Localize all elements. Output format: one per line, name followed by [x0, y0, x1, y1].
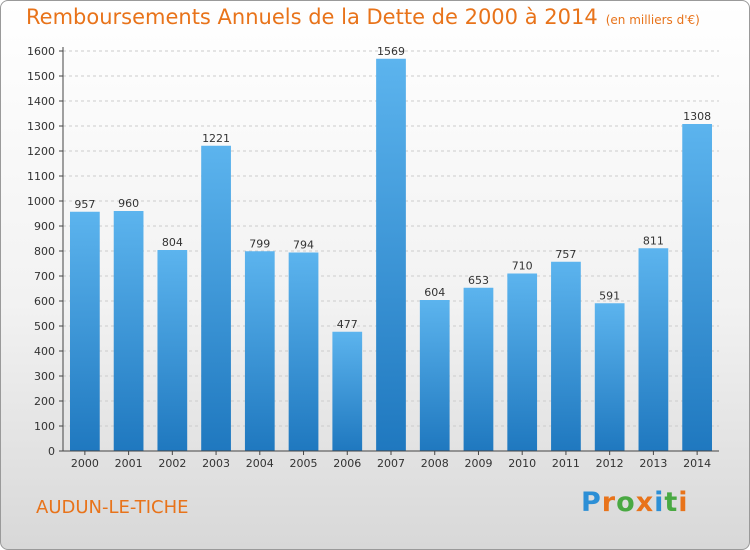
data-label-2003: 1221 [202, 132, 230, 145]
data-label-2008: 604 [424, 286, 445, 299]
y-tick-label: 700 [34, 270, 55, 283]
data-label-2011: 757 [555, 248, 576, 261]
logo-letter: r [601, 487, 617, 518]
x-tick-label-2011: 2011 [552, 457, 580, 470]
x-tick-label-2008: 2008 [421, 457, 449, 470]
data-label-2014: 1308 [683, 110, 711, 123]
y-tick-label: 1200 [27, 145, 55, 158]
logo-letter: P [581, 487, 602, 518]
x-tick-label-2003: 2003 [202, 457, 230, 470]
data-label-2004: 799 [249, 237, 270, 250]
x-tick-label-2013: 2013 [639, 457, 667, 470]
y-tick-label: 400 [34, 345, 55, 358]
x-tick-label-2006: 2006 [333, 457, 361, 470]
x-tick-label-2010: 2010 [508, 457, 536, 470]
y-tick-label: 500 [34, 320, 55, 333]
y-tick-label: 200 [34, 395, 55, 408]
data-label-2007: 1569 [377, 45, 405, 58]
y-tick-label: 1000 [27, 195, 55, 208]
logo-letter: x [635, 487, 655, 518]
bar-2003 [201, 145, 231, 451]
bars [69, 58, 713, 451]
data-label-2005: 794 [293, 239, 314, 252]
bar-2004 [244, 251, 275, 451]
proxiti-logo: Proxiti [581, 487, 689, 518]
x-tick-label-2000: 2000 [71, 457, 99, 470]
y-axis-ticks: 0 100 200 300 400 500 600 700 800 900 1000 1100 1200… [27, 45, 63, 458]
data-label-2006: 477 [337, 318, 358, 331]
x-tick-label-2014: 2014 [683, 457, 711, 470]
bar-2001 [113, 211, 144, 451]
x-tick-label-2001: 2001 [115, 457, 143, 470]
x-tick-label-2007: 2007 [377, 457, 405, 470]
y-tick-label: 1600 [27, 45, 55, 58]
bar-2005 [288, 252, 319, 451]
bar-2011 [551, 261, 581, 451]
unit-text: (en milliers d'€) [605, 13, 700, 27]
data-label-2000: 957 [74, 198, 95, 211]
logo-letter: i [678, 487, 689, 518]
x-axis-ticks: 2000 2001 2002 2003 2004 2005 2006 2007 2008 2009… [71, 451, 711, 470]
y-tick-label: 900 [34, 220, 55, 233]
logo-letter: i [654, 487, 665, 518]
bar-2012 [594, 303, 625, 451]
data-label-2009: 653 [468, 274, 489, 287]
data-label-2002: 804 [162, 236, 183, 249]
y-tick-label: 600 [34, 295, 55, 308]
y-tick-label: 1100 [27, 170, 55, 183]
data-label-2001: 960 [118, 197, 139, 210]
y-tick-label: 1400 [27, 95, 55, 108]
data-label-2010: 710 [512, 260, 533, 273]
bar-2006 [332, 331, 363, 451]
x-tick-label-2002: 2002 [158, 457, 186, 470]
y-tick-label: 800 [34, 245, 55, 258]
location-label: AUDUN-LE-TICHE [36, 497, 189, 518]
data-labels: 957 960 804 1221 799 794 477 1569 604 653 710 757 59… [74, 45, 711, 331]
x-tick-label-2009: 2009 [464, 457, 492, 470]
y-tick-label: 1300 [27, 120, 55, 133]
data-label-2012: 591 [599, 289, 620, 302]
logo-letter: o [616, 487, 636, 518]
y-tick-label: 0 [48, 445, 55, 458]
x-tick-label-2005: 2005 [290, 457, 318, 470]
x-tick-label-2004: 2004 [246, 457, 274, 470]
y-tick-label: 1500 [27, 70, 55, 83]
title-text: Remboursements Annuels de la Dette de 20… [26, 5, 598, 29]
chart-title: Remboursements Annuels de la Dette de 20… [26, 5, 700, 29]
bar-2007 [376, 58, 406, 451]
bar-2013 [638, 248, 669, 451]
axes [62, 47, 719, 452]
data-label-2013: 811 [643, 234, 664, 247]
y-tick-label: 300 [34, 370, 55, 383]
bar-2010 [507, 273, 538, 451]
x-tick-label-2012: 2012 [596, 457, 624, 470]
bar-2009 [463, 287, 494, 451]
logo-letter: t [664, 487, 679, 518]
bar-2000 [69, 211, 100, 451]
y-tick-label: 100 [34, 420, 55, 433]
bar-2014 [682, 124, 713, 451]
bar-2008 [419, 300, 450, 451]
bar-2002 [157, 250, 188, 451]
